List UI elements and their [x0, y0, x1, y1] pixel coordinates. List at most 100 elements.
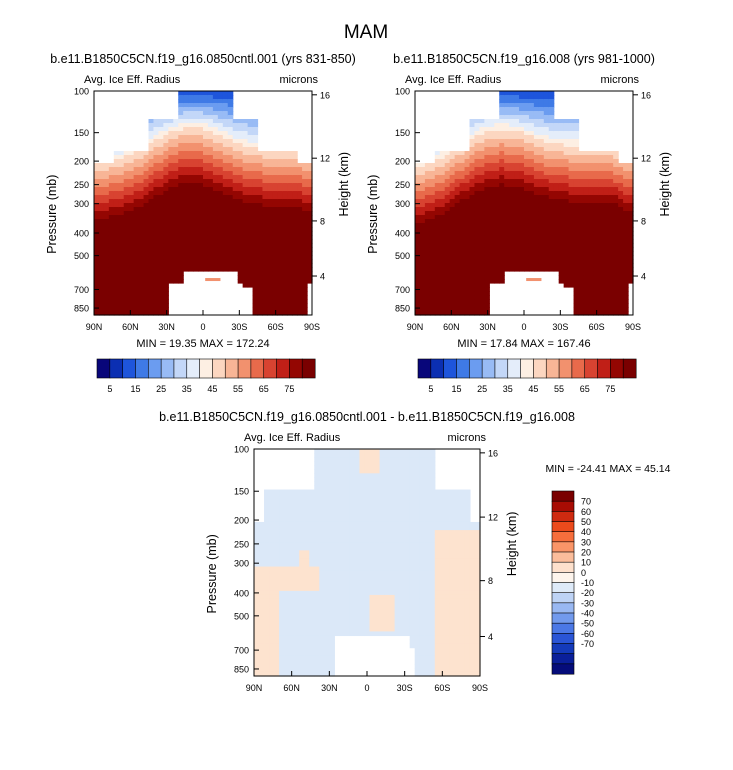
field-cell — [334, 461, 340, 466]
field-cell — [474, 163, 480, 168]
field-cell — [354, 517, 361, 523]
field-cell — [494, 207, 500, 212]
field-cell — [415, 227, 421, 232]
field-cell — [538, 215, 545, 220]
field-cell — [354, 582, 361, 588]
field-cell — [494, 171, 500, 176]
field-cell — [267, 239, 273, 244]
field-cell — [254, 663, 260, 669]
field-cell — [558, 127, 565, 132]
field-cell — [519, 179, 525, 184]
field-cell — [533, 191, 540, 196]
field-cell — [158, 259, 164, 264]
field-cell — [349, 598, 356, 604]
field-cell — [464, 211, 471, 216]
field-cell — [479, 227, 485, 232]
field-cell — [603, 151, 609, 156]
field-cell — [98, 187, 105, 192]
field-cell — [484, 175, 490, 180]
field-cell — [207, 167, 214, 172]
field-cell — [474, 287, 480, 292]
field-cell — [369, 566, 376, 572]
field-cell — [284, 615, 290, 620]
field-cell — [193, 199, 199, 204]
field-cell — [108, 211, 115, 216]
field-cell — [415, 207, 421, 212]
field-cell — [553, 127, 560, 132]
field-cell — [274, 493, 280, 499]
field-cell — [103, 199, 110, 204]
field-cell — [98, 239, 105, 244]
field-cell — [148, 187, 155, 192]
field-cell — [168, 235, 174, 240]
field-cell — [128, 219, 135, 224]
field-cell — [153, 127, 159, 132]
field-cell — [429, 299, 436, 304]
field-cell — [563, 127, 570, 132]
field-cell — [262, 219, 268, 224]
field-cell — [319, 623, 325, 628]
field-cell — [415, 271, 421, 276]
field-cell — [509, 251, 515, 256]
field-cell — [198, 239, 204, 244]
field-cell — [533, 99, 540, 104]
field-cell — [309, 615, 315, 620]
field-cell — [277, 187, 283, 192]
field-cell — [319, 513, 325, 519]
field-cell — [439, 199, 446, 204]
field-cell — [163, 267, 169, 272]
field-cell — [459, 199, 466, 204]
field-cell — [598, 287, 604, 292]
field-cell — [608, 267, 614, 272]
field-cell — [227, 99, 234, 104]
field-cell — [479, 243, 485, 248]
field-cell — [148, 167, 155, 172]
field-cell — [469, 243, 476, 248]
field-cell — [583, 211, 589, 216]
field-cell — [489, 279, 495, 284]
field-cell — [118, 183, 125, 188]
field-cell — [479, 255, 485, 260]
field-cell — [314, 501, 320, 507]
field-cell — [509, 231, 515, 236]
field-cell — [242, 167, 249, 172]
field-cell — [282, 203, 288, 208]
field-cell — [168, 207, 174, 212]
field-cell — [153, 199, 159, 204]
field-cell — [309, 505, 315, 511]
field-cell — [133, 259, 140, 264]
field-cell — [449, 311, 456, 316]
field-cell — [188, 179, 194, 184]
field-cell — [528, 187, 535, 192]
field-cell — [254, 530, 260, 535]
field-cell — [163, 167, 169, 172]
field-cell — [504, 199, 510, 204]
field-cell — [429, 243, 436, 248]
field-cell — [309, 542, 315, 547]
field-cell — [252, 291, 259, 296]
field-cell — [287, 235, 293, 240]
field-cell — [359, 489, 366, 495]
field-cell — [583, 247, 589, 252]
field-cell — [158, 123, 164, 128]
field-cell — [439, 235, 446, 240]
field-cell — [277, 311, 283, 316]
field-cell — [264, 623, 270, 628]
field-cell — [469, 199, 476, 204]
field-cell — [279, 639, 285, 645]
field-cell — [479, 123, 485, 128]
field-cell — [153, 195, 159, 200]
field-cell — [178, 123, 184, 128]
field-cell — [434, 179, 441, 184]
field-cell — [449, 199, 456, 204]
field-cell — [603, 247, 609, 252]
field-cell — [543, 243, 550, 248]
field-cell — [252, 255, 259, 260]
field-cell — [533, 171, 540, 176]
field-cell — [118, 275, 125, 280]
field-cell — [479, 251, 485, 256]
field-cell — [344, 615, 351, 620]
field-cell — [628, 191, 634, 196]
field-cell — [349, 493, 356, 499]
field-cell — [573, 207, 580, 212]
